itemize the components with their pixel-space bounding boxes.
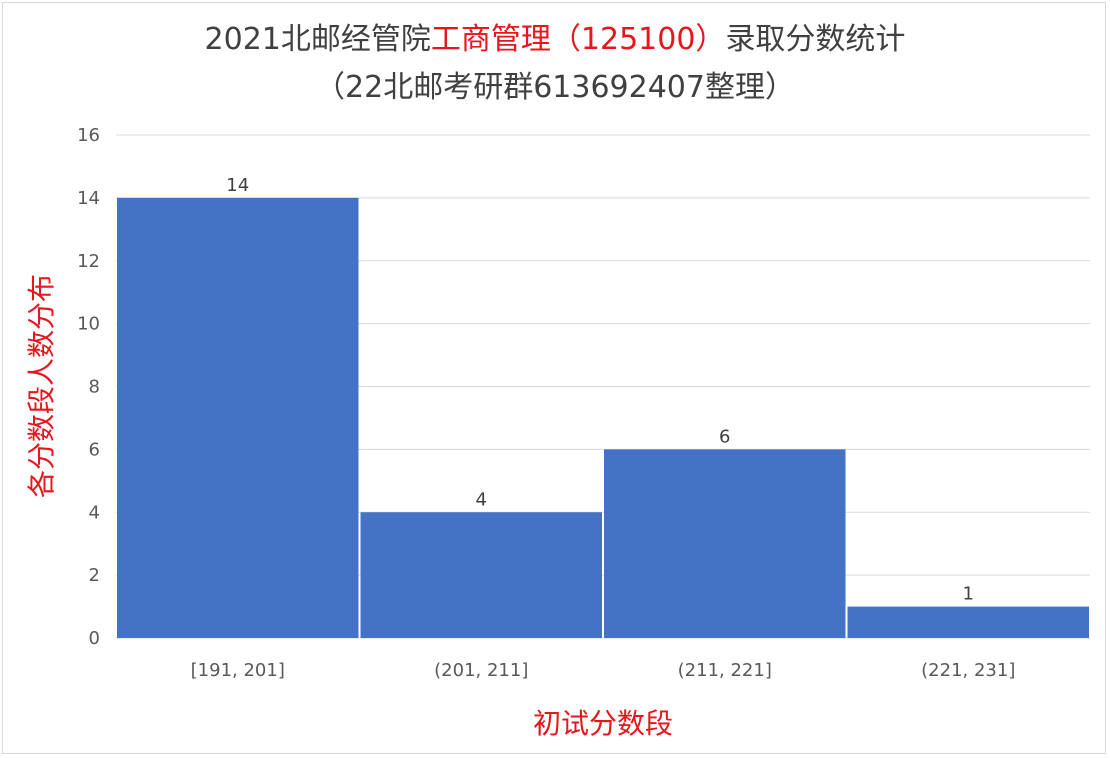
data-label-2: 6 [719, 426, 730, 447]
y-tick-labels: 0 2 4 6 8 10 12 14 16 [77, 125, 100, 649]
title-suffix: 录取分数统计 [725, 22, 906, 57]
bar-0 [117, 197, 359, 638]
y-tick-label-4: 4 [89, 502, 100, 523]
y-tick-label-0: 0 [89, 628, 100, 649]
x-tick-labels: [191, 201] (201, 211] (211, 221] (221, 231] [191, 660, 1016, 681]
chart-title-line-1: 2021北邮经管院工商管理（125100）录取分数统计 [0, 22, 1110, 58]
bar-3 [847, 606, 1089, 638]
y-tick-label-16: 16 [77, 125, 100, 146]
x-tick-label-2: (211, 221] [678, 660, 772, 681]
bar-1 [360, 512, 602, 638]
data-label-1: 4 [476, 489, 487, 510]
x-tick-label-3: (221, 231] [921, 660, 1015, 681]
data-label-3: 1 [963, 584, 974, 605]
data-label-0: 14 [226, 175, 249, 196]
y-tick-label-10: 10 [77, 314, 100, 335]
y-tick-label-8: 8 [89, 377, 100, 398]
title-highlight: 工商管理（125100） [430, 22, 726, 57]
title-prefix: 2021北邮经管院 [204, 22, 431, 57]
x-tick-label-1: (201, 211] [434, 660, 528, 681]
y-tick-label-14: 14 [77, 188, 100, 209]
data-labels: 14 4 6 1 [226, 175, 974, 605]
y-tick-label-12: 12 [77, 251, 100, 272]
y-tick-label-6: 6 [89, 439, 100, 460]
bars [117, 197, 1089, 638]
x-tick-label-0: [191, 201] [191, 660, 285, 681]
y-tick-label-2: 2 [89, 565, 100, 586]
bar-2 [604, 449, 846, 638]
x-axis-label: 初试分数段 [532, 707, 674, 740]
chart-title-line-2: （22北邮考研群613692407整理） [315, 70, 795, 105]
